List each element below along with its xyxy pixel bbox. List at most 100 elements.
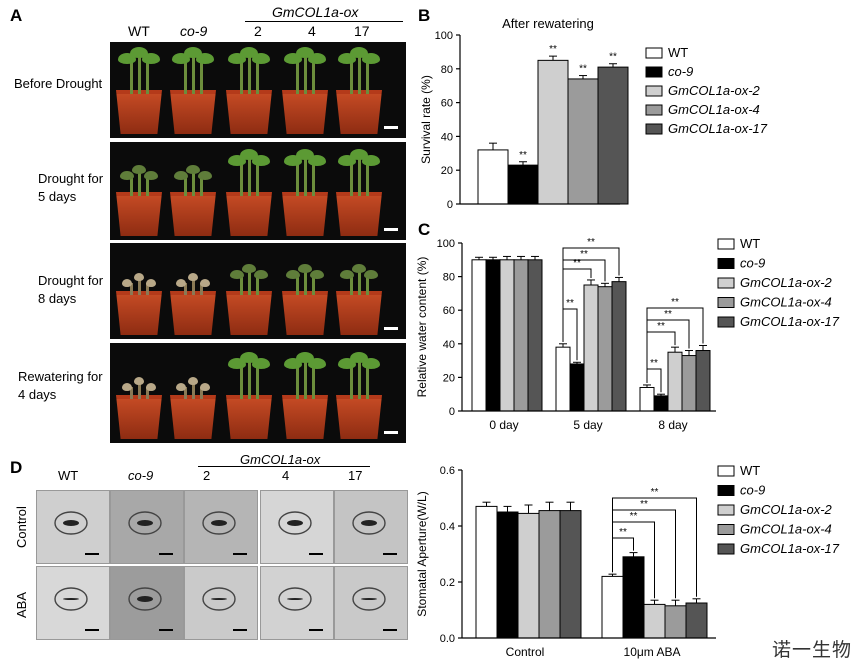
stomata-drawing <box>128 587 173 631</box>
y-tick-label: 0 <box>447 199 453 211</box>
pot <box>226 395 272 439</box>
legend-label-wt: WT <box>740 463 760 478</box>
plant-leaf <box>228 358 246 369</box>
plant-stem <box>366 365 369 399</box>
significance-label: ** <box>651 487 659 498</box>
significance-label: ** <box>566 298 574 309</box>
plant-stem <box>304 156 307 196</box>
y-tick-label: 0.0 <box>440 633 455 645</box>
plant-stem <box>304 269 307 295</box>
y-tick-label: 80 <box>441 64 453 76</box>
plant-stem <box>192 170 195 196</box>
bar-gmcol1a-ox-17 <box>597 66 629 205</box>
x-tick-label: Control <box>506 645 545 659</box>
bar-gmcol1a-ox-4 <box>513 259 529 412</box>
bar-gmcol1a-ox-2 <box>517 512 540 639</box>
pot <box>336 395 382 439</box>
plant-leaf <box>134 273 144 281</box>
stomata-drawing <box>278 587 323 631</box>
panelA-group-label: GmCOL1a-ox <box>272 4 359 20</box>
plant-leaf <box>142 53 160 64</box>
plant-stem <box>350 365 353 399</box>
plant-stem <box>296 365 299 399</box>
x-tick-label: 8 day <box>658 418 687 432</box>
legend-label-co-9: co-9 <box>668 64 693 79</box>
legend-swatch <box>645 104 663 116</box>
plant-stem <box>248 156 251 196</box>
plant-stem <box>358 359 361 399</box>
bar-wt <box>601 575 624 639</box>
plant-stem <box>256 275 259 295</box>
bar-gmcol1a-ox-4 <box>681 355 697 412</box>
legend-swatch <box>645 47 663 59</box>
plant-stem <box>350 162 353 196</box>
panelA-group-underline <box>245 21 403 22</box>
legend-swatch <box>717 258 735 269</box>
bar-gmcol1a-ox-4 <box>664 605 687 639</box>
plant-stem <box>130 176 133 196</box>
plant-photo-row-3 <box>110 243 406 339</box>
significance-label: ** <box>630 511 638 522</box>
water-content-chart: 0 20 40 60 80 100 Relative water content (%) 0 … <box>415 236 840 432</box>
plant-leaf <box>174 171 188 180</box>
significance-label: ** <box>587 237 595 248</box>
plant-leaf <box>146 383 156 391</box>
stomatal-pore <box>137 596 153 602</box>
plant-photo-row-2 <box>110 142 406 240</box>
stomata-drawing <box>54 587 99 631</box>
panelD-row-label-aba: ABA <box>14 591 29 618</box>
plant-stem <box>366 60 369 94</box>
plant-stem <box>248 269 251 295</box>
plant-leaf <box>200 279 210 287</box>
plant-stem <box>184 283 187 295</box>
pot <box>282 192 328 236</box>
plant-stem <box>146 176 149 196</box>
stomata-micrograph <box>260 490 334 564</box>
plant-leaf <box>252 155 270 166</box>
plant-leaf <box>254 270 268 279</box>
y-tick-label: 0.6 <box>440 465 455 477</box>
stomata-micrograph <box>110 566 184 640</box>
plant-leaf <box>308 358 326 369</box>
legend-swatch <box>717 504 735 516</box>
panelA-col-header-2: 2 <box>254 23 262 39</box>
pot <box>336 90 382 134</box>
significance-label: ** <box>549 44 557 55</box>
plant-stem <box>138 277 141 295</box>
plant-photo-row-1 <box>110 42 406 138</box>
plant-leaf <box>172 53 190 64</box>
plant-stem <box>192 381 195 399</box>
y-tick-label: 0.2 <box>440 577 455 589</box>
plant-stem <box>192 54 195 94</box>
plant-leaf <box>338 358 356 369</box>
legend-swatch <box>717 238 735 250</box>
x-tick-label: 5 day <box>573 418 602 432</box>
plant-leaf <box>240 47 258 58</box>
plant-leaf <box>252 53 270 64</box>
legend-swatch <box>717 524 735 535</box>
y-tick-label: 20 <box>441 165 453 177</box>
pot <box>170 90 216 134</box>
plant-stem <box>304 359 307 399</box>
significance-label: ** <box>657 321 665 332</box>
pot <box>282 395 328 439</box>
plant-stem <box>200 387 203 399</box>
plant-leaf <box>176 279 186 287</box>
bar-co-9 <box>653 395 669 412</box>
stomatal-aperture-chart: 0.0 0.2 0.4 0.6 Stomatal Aperture(W/L) Contro… <box>415 463 840 659</box>
plant-stem <box>146 387 149 399</box>
plant-stem <box>138 170 141 196</box>
panelA-row-label-3: Drought for 8 days <box>38 273 104 306</box>
bar-wt <box>555 346 571 412</box>
plant-stem <box>296 275 299 295</box>
plant-leaf <box>118 53 136 64</box>
plant-leaf <box>184 47 202 58</box>
panel-letter-b: B <box>418 6 431 25</box>
pot <box>226 291 272 335</box>
plant-stem <box>304 54 307 94</box>
plant-stem <box>296 60 299 94</box>
plant-leaf <box>120 171 134 180</box>
plant-stem <box>200 283 203 295</box>
bar-co-9 <box>569 363 585 412</box>
panelD-col-header-2: 2 <box>203 468 211 483</box>
